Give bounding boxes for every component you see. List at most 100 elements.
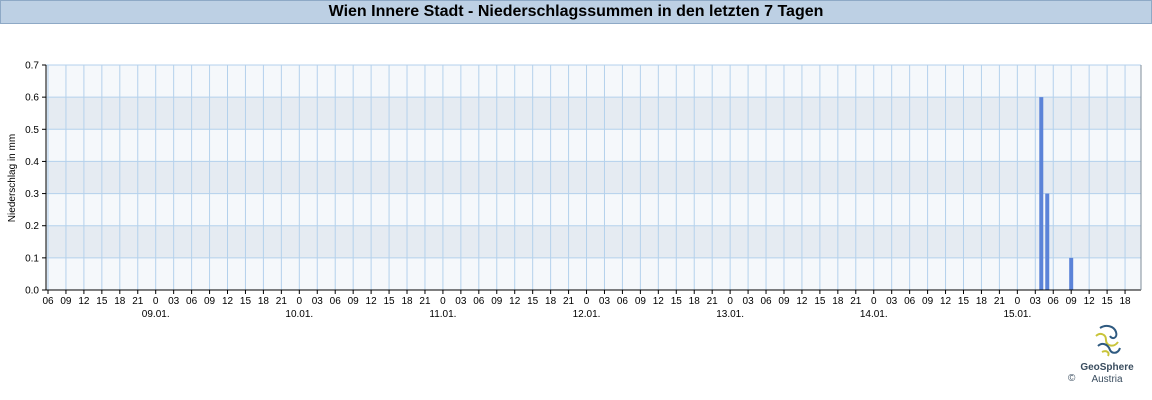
x-tick-label: 03 (1030, 296, 1042, 307)
day-label: 10.01. (285, 309, 313, 320)
x-tick-label: 15 (96, 296, 108, 307)
x-tick-label: 0 (871, 296, 877, 307)
x-tick-label: 03 (743, 296, 755, 307)
background-bands (46, 65, 1141, 290)
y-tick-label: 0.5 (25, 125, 39, 136)
bar-series (1039, 97, 1074, 291)
x-tick-label: 21 (276, 296, 288, 307)
x-tick-label: 03 (455, 296, 467, 307)
chart-title-bar: Wien Innere Stadt - Niederschlagssummen … (0, 0, 1152, 24)
x-tick-label: 12 (366, 296, 378, 307)
background-band (46, 65, 1141, 98)
day-label: 15.01. (1003, 309, 1031, 320)
x-tick-label: 21 (850, 296, 862, 307)
x-tick-label: 03 (312, 296, 324, 307)
background-band (46, 129, 1141, 162)
grid-lines (46, 64, 1141, 291)
x-tick-label: 09 (922, 296, 934, 307)
logo-sub-text: Austria (1091, 374, 1123, 385)
x-tick-label: 15 (1102, 296, 1114, 307)
x-tick-label: 18 (545, 296, 557, 307)
y-tick-label: 0.6 (25, 93, 39, 104)
x-tick-label: 15 (958, 296, 970, 307)
day-label: 11.01. (429, 309, 456, 320)
x-tick-label: 18 (401, 296, 413, 307)
y-axis-ticks: 0.0 0.1 0.2 0.3 0.4 0.5 0.6 0.7 (25, 61, 46, 297)
x-tick-label: 21 (563, 296, 575, 307)
day-label: 14.01. (860, 309, 888, 320)
x-tick-label: 06 (186, 296, 198, 307)
x-tick-label: 15 (384, 296, 396, 307)
y-tick-label: 0.0 (25, 286, 39, 297)
x-tick-label: 12 (1084, 296, 1096, 307)
y-tick-label: 0.7 (25, 61, 39, 72)
x-tick-label: 12 (78, 296, 90, 307)
x-tick-label: 18 (976, 296, 988, 307)
x-tick-label: 06 (617, 296, 629, 307)
x-tick-label: 06 (904, 296, 916, 307)
x-tick-label: 09 (491, 296, 503, 307)
background-band (46, 193, 1141, 226)
x-tick-label: 09 (60, 296, 72, 307)
x-tick-label: 09 (348, 296, 360, 307)
x-tick-label: 18 (258, 296, 270, 307)
x-tick-label: 06 (42, 296, 54, 307)
y-tick-label: 0.3 (25, 189, 39, 200)
x-tick-label: 12 (222, 296, 234, 307)
x-tick-label: 12 (796, 296, 808, 307)
x-tick-label: 06 (330, 296, 342, 307)
background-band (46, 161, 1141, 194)
x-tick-label: 0 (1015, 296, 1021, 307)
x-tick-label: 21 (994, 296, 1006, 307)
x-tick-label: 12 (940, 296, 952, 307)
x-tick-label: 0 (153, 296, 159, 307)
x-tick-label: 03 (168, 296, 180, 307)
precipitation-bar (1039, 97, 1044, 291)
x-tick-label: 06 (1048, 296, 1060, 307)
x-tick-label: 03 (599, 296, 611, 307)
copyright-symbol: © (1068, 373, 1076, 384)
day-labels: 09.01. 10.01. 11.01. 12.01. 13.01. 14.01. 15.0… (142, 309, 1031, 320)
x-tick-label: 0 (727, 296, 733, 307)
x-tick-label: 18 (114, 296, 126, 307)
x-tick-label: 06 (473, 296, 485, 307)
x-tick-label: 15 (527, 296, 539, 307)
y-tick-label: 0.1 (25, 253, 39, 264)
x-tick-label: 21 (707, 296, 719, 307)
y-tick-label: 0.2 (25, 221, 39, 232)
x-tick-label: 21 (132, 296, 144, 307)
x-tick-label: 0 (584, 296, 590, 307)
background-band (46, 97, 1141, 130)
x-tick-label: 18 (689, 296, 701, 307)
y-tick-label: 0.4 (25, 157, 39, 168)
axes (45, 65, 1142, 291)
x-tick-label: 12 (653, 296, 665, 307)
x-tick-label: 18 (1119, 296, 1131, 307)
x-tick-label: 09 (1066, 296, 1078, 307)
day-label: 12.01. (573, 309, 601, 320)
day-label: 09.01. (142, 309, 170, 320)
x-tick-label: 12 (509, 296, 521, 307)
x-tick-label: 18 (832, 296, 844, 307)
x-tick-label: 09 (778, 296, 790, 307)
background-band (46, 257, 1141, 290)
precipitation-bar (1045, 193, 1050, 290)
x-tick-label: 0 (297, 296, 303, 307)
x-tick-label: 03 (886, 296, 898, 307)
x-tick-label: 15 (671, 296, 683, 307)
precipitation-bar (1069, 257, 1074, 290)
day-label: 13.01. (716, 309, 744, 320)
chart-title: Wien Innere Stadt - Niederschlagssummen … (328, 3, 824, 20)
y-axis-label: Niederschlag in mm (7, 134, 18, 222)
x-axis-ticks: 06 09 12 15 18 21 0 03 06 09 12 15 18 21 0 03 06 09 12 15 18… (42, 290, 1131, 307)
geosphere-logo: GeoSphere © Austria (1064, 322, 1150, 392)
x-tick-label: 06 (760, 296, 772, 307)
x-tick-label: 15 (814, 296, 826, 307)
geosphere-logo-icon (1095, 324, 1121, 357)
background-band (46, 225, 1141, 258)
x-tick-label: 15 (240, 296, 252, 307)
x-tick-label: 09 (204, 296, 216, 307)
x-tick-label: 09 (635, 296, 647, 307)
x-tick-label: 0 (440, 296, 446, 307)
